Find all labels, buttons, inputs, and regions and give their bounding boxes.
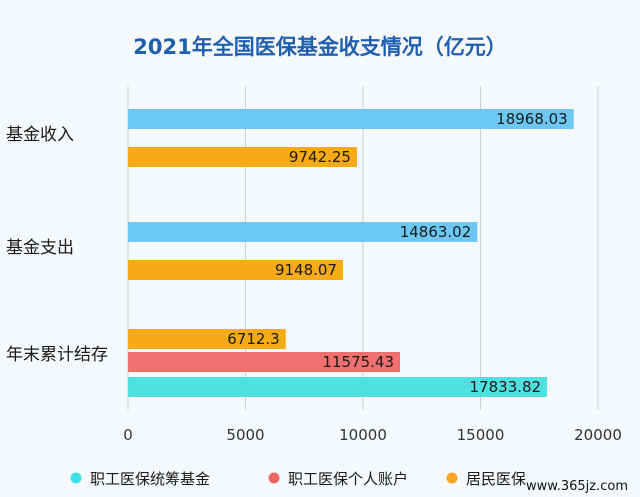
bar-value-label-2-2: 17833.82 (470, 378, 542, 396)
bars: 18968.03 9742.25 14863.02 9148.07 6712.3 1157… (128, 109, 574, 397)
legend-marker-0 (70, 472, 82, 484)
bar-value-label-2-1: 11575.43 (322, 353, 394, 371)
bar-value-label-1-0: 14863.02 (400, 223, 472, 241)
category-label-1: 基金支出 (6, 238, 74, 258)
x-tick-labels: 0 5000 10000 15000 20000 (123, 426, 622, 444)
bar-2-2 (128, 377, 548, 397)
bar-value-label-1-1: 9148.07 (275, 261, 337, 279)
chart-title: 2021年全国医保基金收支情况（亿元） (133, 35, 506, 59)
bar-2-0 (128, 329, 286, 349)
bar-value-label-0-0: 18968.03 (496, 110, 568, 128)
bar-value-label-2-0: 6712.3 (227, 330, 280, 348)
bar-2-1 (128, 352, 401, 372)
bar-value-label-0-1: 9742.25 (289, 148, 351, 166)
watermark: www.365jz.com (526, 479, 628, 494)
bar-1-0 (128, 222, 478, 242)
x-tick-3: 15000 (457, 426, 505, 444)
legend-label-2: 居民医保 (466, 470, 526, 488)
bar-1-1 (128, 260, 343, 280)
legend-label-1: 职工医保个人账户 (288, 470, 408, 488)
bar-0-0 (128, 109, 574, 129)
legend-label-0: 职工医保统筹基金 (90, 470, 210, 488)
category-label-0: 基金收入 (6, 125, 74, 145)
x-tick-0: 0 (123, 426, 133, 444)
legend-marker-1 (268, 472, 280, 484)
legend: 职工医保统筹基金 职工医保个人账户 居民医保 (70, 470, 526, 488)
legend-marker-2 (446, 472, 458, 484)
x-tick-1: 5000 (226, 426, 264, 444)
x-tick-4: 20000 (574, 426, 622, 444)
bar-0-1 (128, 147, 357, 167)
category-label-2: 年末累计结存 (6, 345, 108, 365)
x-tick-2: 10000 (339, 426, 387, 444)
